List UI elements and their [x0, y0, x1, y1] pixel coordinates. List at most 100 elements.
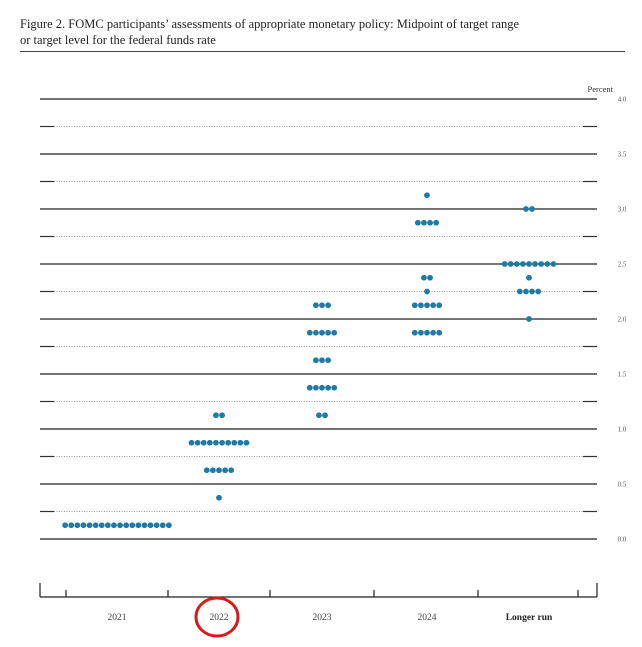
participant-dot — [219, 412, 225, 419]
participant-dot — [331, 329, 338, 336]
participant-dot — [427, 219, 433, 226]
participant-dot — [165, 522, 172, 529]
participant-dot — [418, 329, 424, 336]
participant-dot — [430, 329, 436, 336]
participant-dot — [123, 522, 130, 529]
participant-dot — [216, 467, 222, 474]
y-tick-label: 0.5 — [618, 481, 627, 489]
participant-dot — [135, 522, 142, 529]
participant-dot — [68, 522, 75, 529]
participant-dot — [188, 439, 195, 446]
participant-dot — [216, 494, 222, 501]
participant-dot — [129, 522, 136, 529]
participant-dot — [319, 302, 325, 309]
participant-dot — [424, 302, 430, 309]
y-tick-label: 1.0 — [618, 426, 627, 434]
participant-dot — [313, 357, 319, 364]
participant-dot — [529, 288, 535, 295]
participant-dot — [228, 467, 235, 474]
participant-dot — [532, 261, 538, 267]
title-rule — [20, 51, 625, 52]
figure-title-line2: or target level for the federal funds ra… — [20, 33, 216, 47]
participant-dot — [74, 522, 81, 529]
participant-dot — [319, 357, 325, 364]
participant-dot — [501, 261, 508, 267]
participant-dot — [523, 288, 529, 295]
x-category-label: Longer run — [506, 613, 553, 623]
highlight-circle — [194, 596, 240, 638]
participant-dot — [520, 261, 526, 267]
participant-dot — [316, 412, 322, 419]
participant-dot — [222, 467, 229, 474]
participant-dot — [430, 302, 436, 309]
participant-dot — [513, 261, 520, 267]
participant-dot — [526, 274, 532, 281]
participant-dot — [507, 261, 514, 267]
participant-dot — [210, 467, 216, 474]
participant-dot — [213, 412, 219, 419]
figure-title: Figure 2. FOMC participants’ assessments… — [20, 16, 625, 48]
participant-dot — [231, 439, 238, 446]
participant-dot — [80, 522, 87, 529]
participant-dot — [319, 329, 325, 336]
participant-dot — [322, 412, 328, 419]
participant-dot — [424, 288, 430, 295]
participant-dot — [147, 522, 154, 529]
participant-dot — [544, 261, 551, 267]
participant-dot — [200, 439, 207, 446]
participant-dot — [213, 439, 219, 446]
participant-dot — [331, 384, 338, 391]
participant-dot — [306, 384, 313, 391]
participant-dot — [424, 329, 430, 336]
participant-dot — [526, 316, 532, 322]
participant-dot — [243, 439, 250, 446]
participant-dot — [526, 261, 532, 267]
participant-dot — [92, 522, 99, 529]
y-tick-label: 3.5 — [618, 151, 627, 159]
participant-dot — [313, 329, 319, 336]
participant-dot — [418, 302, 424, 309]
participant-dot — [325, 302, 331, 309]
participant-dot — [411, 302, 418, 309]
y-tick-label: 1.5 — [618, 371, 627, 379]
participant-dot — [159, 522, 166, 529]
participant-dot — [424, 192, 430, 199]
participant-dot — [325, 384, 331, 391]
participant-dot — [141, 522, 148, 529]
x-category-label: 2024 — [418, 613, 437, 623]
participant-dot — [111, 522, 117, 529]
participant-dot — [436, 302, 443, 309]
participant-dot — [62, 522, 69, 529]
participant-dot — [104, 522, 111, 529]
participant-dot — [433, 219, 440, 226]
y-tick-label: 4.0 — [618, 96, 627, 104]
participant-dot — [203, 467, 210, 474]
y-tick-label: 0.0 — [618, 536, 627, 544]
participant-dot — [535, 288, 542, 295]
participant-dot — [86, 522, 93, 529]
participant-dot — [225, 439, 232, 446]
participant-dot — [153, 522, 160, 529]
participant-dot — [325, 357, 331, 364]
x-category-label: 2022 — [210, 613, 229, 623]
y-tick-label: 3.0 — [618, 206, 627, 214]
participant-dot — [414, 219, 421, 226]
participant-dot — [427, 274, 433, 281]
y-axis-unit-label: Percent — [588, 84, 614, 94]
participant-dot — [206, 439, 213, 446]
participant-dot — [117, 522, 123, 529]
participant-dot — [550, 261, 557, 267]
participant-dot — [306, 329, 313, 336]
participant-dot — [421, 219, 427, 226]
participant-dot — [411, 329, 418, 336]
participant-dot — [421, 274, 427, 281]
y-tick-label: 2.5 — [618, 261, 627, 269]
x-category-label: 2023 — [313, 613, 332, 623]
participant-dot — [529, 206, 535, 212]
participant-dot — [219, 439, 225, 446]
y-tick-label: 2.0 — [618, 316, 627, 324]
participant-dot — [538, 261, 545, 267]
participant-dot — [325, 329, 331, 336]
participant-dot — [313, 384, 319, 391]
